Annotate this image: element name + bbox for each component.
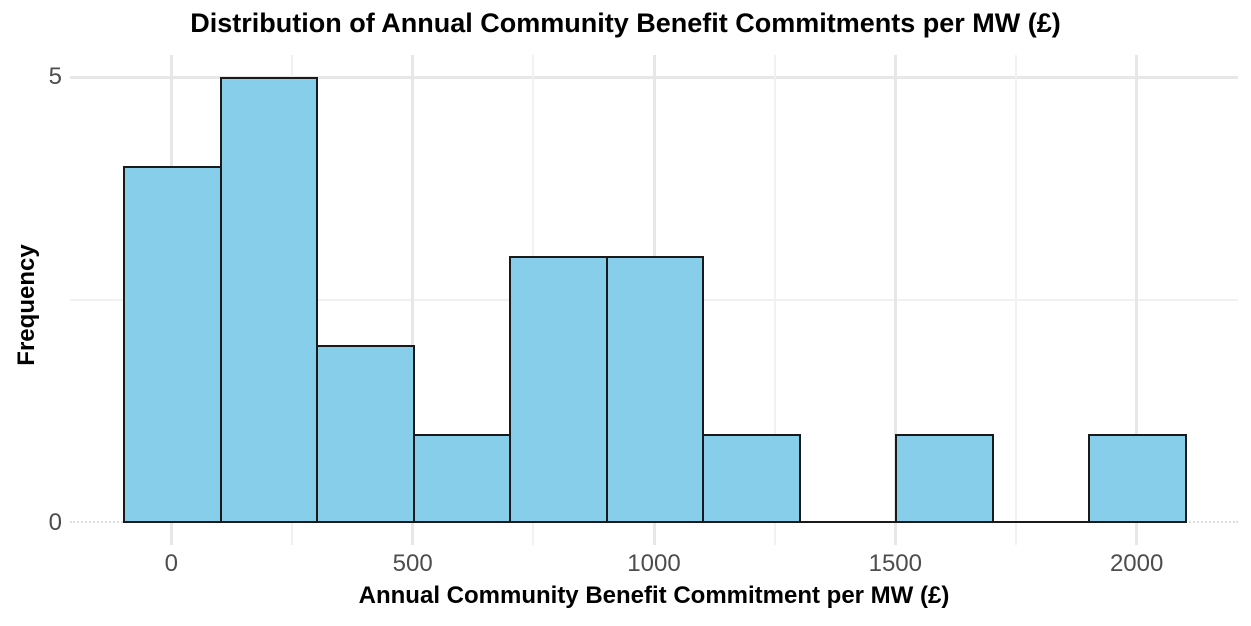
- x-tick-label: 0: [164, 550, 179, 577]
- x-axis-title: Annual Community Benefit Commitment per …: [358, 582, 950, 609]
- y-axis-title: Frequency: [13, 244, 40, 366]
- histogram-bar: [895, 433, 994, 523]
- histogram-bar: [316, 344, 415, 523]
- y-tick-label: 0: [48, 509, 62, 536]
- gridline-x-major: [1135, 55, 1139, 545]
- gridline-x-minor: [1014, 55, 1017, 545]
- gridline-x-major: [893, 55, 897, 545]
- histogram-bar: [509, 255, 608, 523]
- plot-panel: [70, 55, 1238, 545]
- x-tick-label: 2000: [1109, 550, 1164, 577]
- chart-title: Distribution of Annual Community Benefit…: [190, 8, 1061, 38]
- histogram-zero-bin: [991, 521, 1091, 523]
- histogram-bar: [219, 77, 319, 523]
- histogram-bar: [412, 433, 512, 523]
- histogram-bar: [702, 433, 801, 523]
- histogram-bar: [123, 166, 222, 523]
- x-tick-label: 500: [392, 550, 433, 577]
- histogram-zero-bin: [798, 521, 898, 523]
- histogram-bar: [605, 255, 705, 523]
- y-tick-label: 5: [48, 63, 62, 91]
- x-tick-label: 1500: [868, 550, 922, 577]
- histogram-bar: [1088, 433, 1187, 523]
- x-tick-label: 1000: [627, 550, 681, 577]
- gridline-x-major: [411, 55, 415, 545]
- gridline-x-minor: [773, 55, 776, 545]
